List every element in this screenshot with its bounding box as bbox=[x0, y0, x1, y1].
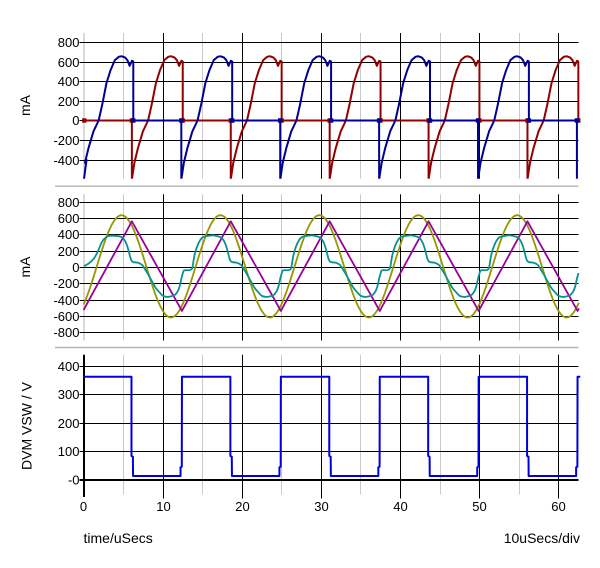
svg-text:-400: -400 bbox=[53, 153, 79, 168]
svg-text:0: 0 bbox=[72, 260, 79, 275]
svg-text:-600: -600 bbox=[53, 309, 79, 324]
svg-text:mA: mA bbox=[17, 94, 33, 116]
svg-text:400: 400 bbox=[58, 227, 80, 242]
svg-text:600: 600 bbox=[58, 55, 80, 70]
svg-text:mA: mA bbox=[17, 256, 33, 278]
svg-text:-400: -400 bbox=[53, 293, 79, 308]
svg-text:0: 0 bbox=[72, 113, 79, 128]
svg-text:10: 10 bbox=[156, 499, 170, 514]
svg-text:50: 50 bbox=[472, 499, 486, 514]
svg-text:100: 100 bbox=[58, 444, 80, 459]
svg-text:400: 400 bbox=[58, 359, 80, 374]
svg-text:20: 20 bbox=[235, 499, 249, 514]
svg-text:30: 30 bbox=[314, 499, 328, 514]
svg-text:DVM VSW / V: DVM VSW / V bbox=[19, 381, 35, 470]
svg-text:200: 200 bbox=[58, 244, 80, 259]
svg-text:300: 300 bbox=[58, 387, 80, 402]
svg-text:0: 0 bbox=[80, 499, 87, 514]
svg-text:400: 400 bbox=[58, 74, 80, 89]
svg-text:time/uSecs: time/uSecs bbox=[84, 530, 153, 546]
svg-text:10uSecs/div: 10uSecs/div bbox=[504, 530, 580, 546]
svg-text:200: 200 bbox=[58, 416, 80, 431]
svg-text:-800: -800 bbox=[53, 325, 79, 340]
svg-text:800: 800 bbox=[58, 35, 80, 50]
svg-text:60: 60 bbox=[551, 499, 565, 514]
svg-text:800: 800 bbox=[58, 195, 80, 210]
svg-text:-0: -0 bbox=[68, 473, 80, 488]
svg-text:200: 200 bbox=[58, 94, 80, 109]
svg-text:-200: -200 bbox=[53, 276, 79, 291]
svg-text:600: 600 bbox=[58, 211, 80, 226]
svg-text:40: 40 bbox=[393, 499, 407, 514]
svg-text:-200: -200 bbox=[53, 133, 79, 148]
